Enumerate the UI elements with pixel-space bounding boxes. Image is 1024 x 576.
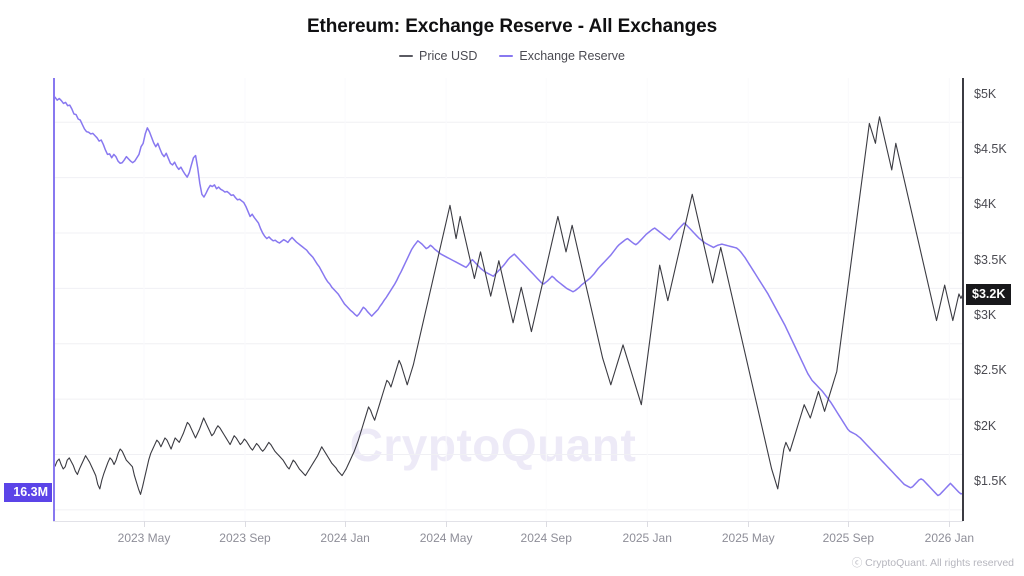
legend-label-exchange-reserve: Exchange Reserve — [519, 49, 625, 63]
reserve-value-badge: 16.3M — [4, 483, 52, 503]
x-axis-tick-label: 2026 Jan — [924, 531, 975, 545]
y-axis-left-line — [53, 78, 55, 521]
x-axis-tick-mark — [546, 521, 548, 527]
legend-label-price-usd: Price USD — [419, 49, 478, 63]
price-value-badge: $3.2K — [966, 283, 1012, 305]
page-title: Ethereum: Exchange Reserve - All Exchang… — [306, 16, 718, 37]
x-axis-tick-mark — [144, 521, 145, 527]
x-axis-tick-label: 2024 May — [419, 531, 473, 545]
plot-area[interactable] — [53, 78, 963, 521]
legend-item-price-usd[interactable]: Price USD — [399, 49, 477, 63]
x-axis-tick-mark — [446, 521, 448, 527]
x-axis-tick-label: 2025 Sep — [822, 531, 875, 545]
x-axis-tick-mark — [345, 521, 347, 527]
x-axis-tick-mark — [647, 521, 649, 527]
chart-legend: Price USD Exchange Reserve — [0, 49, 1024, 63]
y-axis-right-tick-label: $4.5K — [974, 141, 1007, 156]
y-axis-right-tick-label: $2K — [974, 418, 997, 433]
y-axis-right-line — [962, 78, 964, 521]
x-axis-tick-label: 2025 May — [721, 531, 775, 545]
x-axis-tick-label: 2025 Jan — [622, 531, 672, 545]
series-line-price-usd — [53, 116, 963, 495]
series-line-exchange-reserve — [53, 94, 963, 497]
copyright-footer: ⓒ CryptoQuant. All rights reserved — [851, 557, 1014, 569]
legend-swatch-price-icon — [399, 55, 414, 57]
y-axis-right-tick-label: $2.5K — [974, 363, 1007, 378]
x-axis-tick-label: 2023 May — [117, 531, 171, 545]
legend-item-exchange-reserve[interactable]: Exchange Reserve — [499, 49, 625, 63]
legend-swatch-reserve-icon — [499, 55, 514, 57]
y-axis-right-tick-label: $3.5K — [974, 252, 1007, 267]
x-axis-tick-mark — [848, 521, 850, 527]
x-axis-tick-label: 2024 Sep — [520, 531, 572, 545]
y-axis-right-tick-label: $4K — [974, 197, 997, 212]
x-axis-tick-label: 2024 Jan — [320, 531, 370, 545]
x-axis-tick-mark — [748, 521, 750, 527]
y-axis-right-tick-label: $3K — [974, 308, 997, 323]
y-axis-right-tick-label: $1.5K — [974, 474, 1007, 489]
y-axis-right-tick-label: $5K — [974, 86, 997, 101]
x-axis-line — [53, 521, 963, 522]
x-axis-tick-label: 2023 Sep — [219, 531, 271, 545]
x-axis-tick-mark — [245, 521, 246, 527]
x-axis-tick-mark — [949, 521, 951, 527]
